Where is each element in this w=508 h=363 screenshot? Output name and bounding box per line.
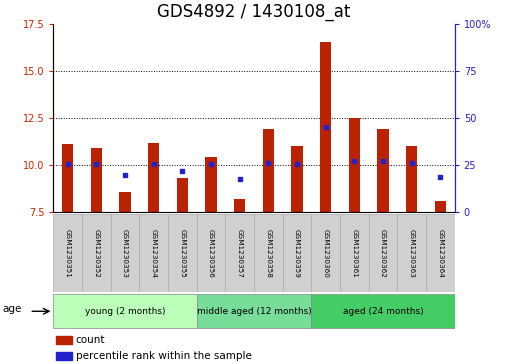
Bar xyxy=(369,214,397,292)
Bar xyxy=(340,214,369,292)
Text: GSM1230357: GSM1230357 xyxy=(237,229,243,278)
Bar xyxy=(53,214,82,292)
Bar xyxy=(234,199,245,212)
Text: GSM1230358: GSM1230358 xyxy=(265,229,271,278)
Text: GSM1230354: GSM1230354 xyxy=(151,229,156,278)
Bar xyxy=(139,214,168,292)
Bar xyxy=(377,129,389,212)
Bar xyxy=(291,146,303,212)
Text: GSM1230360: GSM1230360 xyxy=(323,229,329,278)
Bar xyxy=(148,143,160,212)
Bar xyxy=(320,42,331,212)
Bar xyxy=(53,294,197,329)
Bar xyxy=(168,214,197,292)
Text: percentile rank within the sample: percentile rank within the sample xyxy=(76,351,251,361)
Bar xyxy=(205,157,217,212)
Bar xyxy=(311,294,455,329)
Bar xyxy=(406,146,418,212)
Bar xyxy=(348,118,360,212)
Text: GSM1230352: GSM1230352 xyxy=(93,229,100,278)
Bar xyxy=(397,214,426,292)
Text: count: count xyxy=(76,335,105,345)
Bar xyxy=(56,335,72,344)
Bar xyxy=(263,129,274,212)
Text: GSM1230356: GSM1230356 xyxy=(208,229,214,278)
Bar xyxy=(177,178,188,212)
Text: GSM1230363: GSM1230363 xyxy=(408,229,415,278)
Bar xyxy=(119,192,131,212)
Text: GSM1230351: GSM1230351 xyxy=(65,229,71,278)
Bar xyxy=(311,214,340,292)
Bar xyxy=(226,214,254,292)
Bar xyxy=(111,214,139,292)
Bar xyxy=(197,294,311,329)
Text: GSM1230359: GSM1230359 xyxy=(294,229,300,278)
Text: GSM1230362: GSM1230362 xyxy=(380,229,386,278)
Title: GDS4892 / 1430108_at: GDS4892 / 1430108_at xyxy=(157,3,351,21)
Text: GSM1230355: GSM1230355 xyxy=(179,229,185,278)
Text: age: age xyxy=(3,304,22,314)
Bar xyxy=(426,214,455,292)
Text: GSM1230353: GSM1230353 xyxy=(122,229,128,278)
Bar xyxy=(435,201,446,212)
Bar xyxy=(82,214,111,292)
Text: GSM1230364: GSM1230364 xyxy=(437,229,443,278)
Text: GSM1230361: GSM1230361 xyxy=(352,229,357,278)
Bar xyxy=(254,214,282,292)
Text: young (2 months): young (2 months) xyxy=(85,307,165,316)
Text: aged (24 months): aged (24 months) xyxy=(343,307,423,316)
Bar xyxy=(56,351,72,360)
Bar xyxy=(62,144,73,212)
Text: middle aged (12 months): middle aged (12 months) xyxy=(197,307,311,316)
Bar xyxy=(90,148,102,212)
Bar xyxy=(282,214,311,292)
Bar xyxy=(197,214,226,292)
